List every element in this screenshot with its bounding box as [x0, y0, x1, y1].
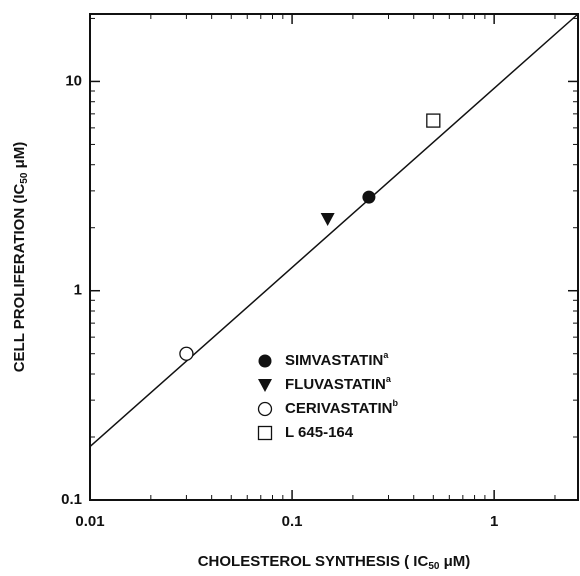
legend-label: SIMVASTATINa: [285, 350, 389, 369]
legend-marker: [258, 379, 272, 392]
marker: [426, 113, 441, 128]
y-tick-label: 1: [74, 282, 82, 299]
legend-marker: [257, 425, 273, 441]
x-tick-label: 0.01: [75, 513, 104, 530]
label-sub: 50: [19, 172, 30, 184]
marker: [320, 213, 335, 227]
label-sub: 50: [428, 561, 440, 572]
label-text: CELL PROLIFERATION (IC: [11, 184, 28, 373]
y-axis-label: CELL PROLIFERATION (IC50 μM): [11, 142, 30, 373]
legend-name: SIMVASTATIN: [285, 352, 383, 369]
legend-label: L 645-164: [285, 424, 354, 441]
legend-note: a: [383, 350, 389, 360]
x-tick-label: 1: [490, 513, 498, 530]
legend-note: b: [393, 398, 399, 408]
legend-label: CERIVASTATINb: [285, 398, 399, 417]
legend-marker: [257, 401, 273, 417]
label-text: CHOLESTEROL SYNTHESIS ( IC: [198, 553, 429, 570]
legend-label: FLUVASTATINa: [285, 374, 392, 393]
marker: [179, 346, 194, 361]
x-axis-label: CHOLESTEROL SYNTHESIS ( IC50 μM): [198, 553, 471, 572]
label-after: μM): [439, 553, 470, 570]
plot-frame: [89, 13, 579, 501]
legend-name: FLUVASTATIN: [285, 376, 386, 393]
legend-note: a: [386, 374, 392, 384]
fit-line: [89, 13, 579, 448]
legend-name: CERIVASTATIN: [285, 400, 393, 417]
y-tick-label: 0.1: [61, 491, 82, 508]
marker: [362, 190, 376, 204]
y-tick-label: 10: [65, 72, 82, 89]
legend-marker: [258, 354, 272, 368]
label-after: μM): [11, 142, 28, 173]
legend-name: L 645-164: [285, 424, 354, 441]
x-tick-label: 0.1: [282, 513, 303, 530]
